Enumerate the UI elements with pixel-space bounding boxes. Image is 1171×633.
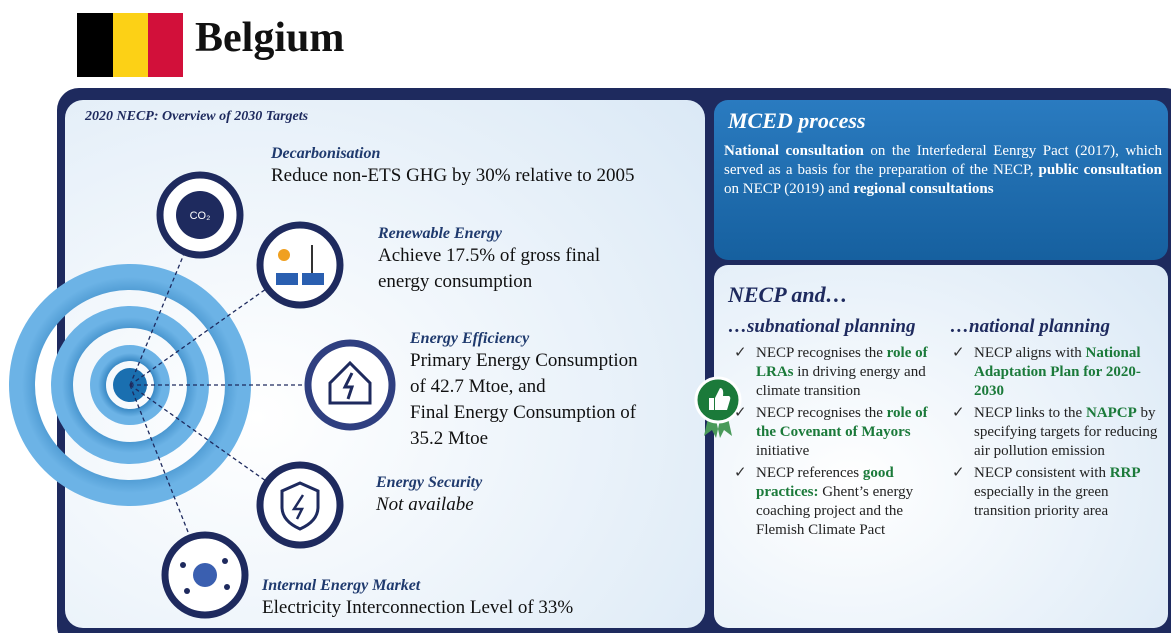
target: Renewable Energy Achieve 17.5% of gross f… — [378, 225, 600, 295]
targets-heading: 2020 NECP: Overview of 2030 Targets — [85, 109, 309, 124]
highlight: National Adaptation Plan for 2020-2030 — [974, 345, 1141, 399]
highlight: role of the Covenant of Mayors — [756, 405, 928, 440]
target-text: Not availabe — [376, 494, 474, 515]
target-title: Energy Security — [376, 474, 483, 491]
page-title: Belgium — [195, 15, 345, 61]
list-item: NECP consistent with RRP especially in t… — [950, 464, 1162, 521]
target-text: Electricity Interconnection Level of 33% — [262, 597, 574, 618]
target: Internal Energy Market Electricity Interc… — [262, 577, 573, 621]
necp-column: …subnational planning NECP recognises the… — [728, 316, 933, 543]
text: by specifying targets for reducing air p… — [974, 405, 1158, 459]
necp-column: …national planning NECP aligns with Natio… — [950, 316, 1162, 524]
target-text: Final Energy Consumption of — [410, 402, 637, 423]
list-item: NECP aligns with National Adaptation Pla… — [950, 344, 1162, 401]
text: in driving energy and climate transition — [756, 364, 926, 399]
text: NECP recognises the — [756, 345, 887, 361]
text: NECP aligns with — [974, 345, 1086, 361]
text: NECP references — [756, 465, 863, 481]
target-title: Internal Energy Market — [262, 577, 421, 594]
ring — [51, 306, 209, 464]
target: Energy Security Not availabe — [376, 474, 482, 518]
column-heading: …subnational planning — [728, 316, 916, 337]
text: on the Interfederal Eenrgy Pact (2017), … — [724, 143, 1162, 178]
list-item: NECP recognises the role of the Covenant… — [732, 404, 933, 461]
target-text: Achieve 17.5% of gross final — [378, 245, 601, 266]
target-text: Reduce non-ETS GHG by 30% relative to 20… — [271, 165, 635, 186]
target: Decarbonisation Reduce non-ETS GHG by 30%… — [271, 145, 635, 189]
icons: CO₂ — [156, 171, 742, 619]
target-text: energy consumption — [378, 271, 533, 292]
flag-red — [148, 13, 183, 77]
flag-yellow — [113, 13, 148, 77]
target-text: of 42.7 Mtoe, and — [410, 376, 546, 397]
highlight: good practices: — [756, 465, 894, 500]
mced-text: National consultation on the Interfedera… — [724, 142, 1162, 199]
list-item: NECP links to the NAPCP by specifying ta… — [950, 404, 1162, 461]
flag-black — [77, 13, 113, 77]
highlight: RRP — [1109, 465, 1141, 481]
highlight: National consultation — [724, 143, 864, 159]
target-text: 35.2 Mtoe — [410, 428, 489, 449]
target-title: Decarbonisation — [271, 145, 381, 162]
text: especially in the green transition prior… — [974, 484, 1109, 519]
text: on NECP (2019) and — [724, 181, 854, 197]
target-title: Renewable Energy — [378, 225, 502, 242]
text: Ghent’s energy coaching project and the … — [756, 484, 914, 538]
necp-title: NECP and… — [728, 282, 848, 307]
highlight: regional consultations — [853, 181, 994, 197]
list-item: NECP references good practices: Ghent’s … — [732, 464, 933, 540]
svg-text:CO₂: CO₂ — [190, 210, 211, 222]
text: initiative — [756, 443, 810, 459]
column-heading: …national planning — [950, 316, 1110, 337]
list-item: NECP recognises the role of LRAs in driv… — [732, 344, 933, 401]
mced-panel — [714, 100, 1168, 260]
mced-title: MCED process — [728, 108, 866, 133]
text: NECP links to the — [974, 405, 1086, 421]
highlight: public consultation — [1038, 162, 1162, 178]
target-title: Energy Efficiency — [410, 330, 530, 347]
text: NECP consistent with — [974, 465, 1110, 481]
highlight: role of LRAs — [756, 345, 928, 380]
highlight: NAPCP — [1085, 405, 1137, 421]
text: NECP recognises the — [756, 405, 887, 421]
target: Energy Efficiency Primary Energy Consumpt… — [410, 330, 638, 452]
target-text: Primary Energy Consumption — [410, 350, 638, 371]
